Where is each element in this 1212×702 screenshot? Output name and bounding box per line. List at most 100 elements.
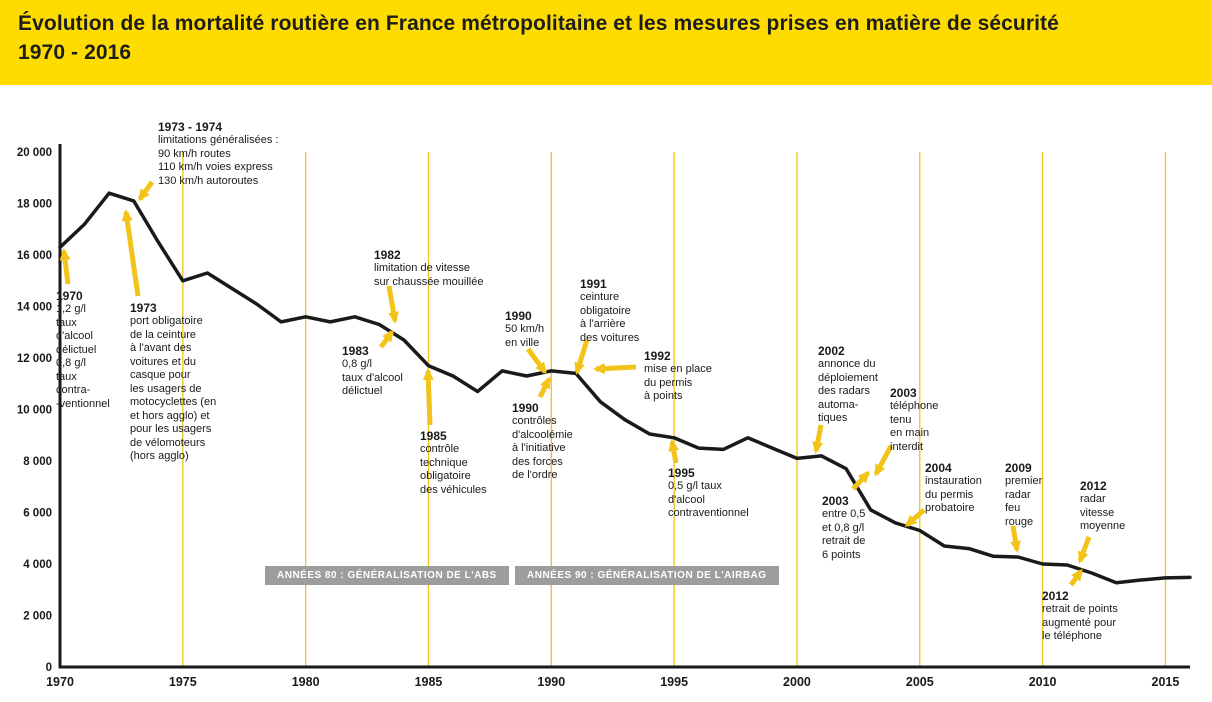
annotation-arrow bbox=[1010, 525, 1021, 553]
y-tick-label: 18 000 bbox=[17, 199, 52, 211]
era-badge: ANNÉES 80 : GÉNÉRALISATION DE L'ABS bbox=[265, 566, 509, 585]
annotation-arrow bbox=[873, 444, 894, 477]
event-description: 1,2 g/l taux d'alcool délictuel 0,8 g/l … bbox=[56, 303, 110, 410]
y-tick-label: 14 000 bbox=[17, 302, 52, 314]
y-tick-label: 12 000 bbox=[17, 353, 52, 365]
event-year: 1991 bbox=[580, 277, 607, 291]
annotation-arrow bbox=[137, 180, 155, 202]
event-annotation: 2004 instauration du permis probatoire bbox=[925, 461, 1010, 516]
annotation-arrow bbox=[525, 347, 548, 375]
event-description: 50 km/h en ville bbox=[505, 323, 545, 349]
title-banner: Évolution de la mortalité routière en Fr… bbox=[0, 0, 1212, 85]
annotation-arrow bbox=[593, 363, 637, 375]
event-annotation: 2009 premier radar feu rouge bbox=[1005, 461, 1065, 529]
x-tick-label: 2000 bbox=[783, 675, 811, 689]
event-annotation: 1990 contrôles d'alcoolémie à l'initiati… bbox=[512, 401, 602, 483]
event-description: premier radar feu rouge bbox=[1005, 475, 1043, 528]
event-year: 1990 bbox=[512, 401, 539, 415]
y-tick-label: 4 000 bbox=[23, 559, 52, 571]
event-year: 1982 bbox=[374, 248, 401, 262]
annotation-arrow bbox=[422, 368, 434, 426]
x-tick-label: 2005 bbox=[906, 675, 934, 689]
annotation-arrow bbox=[574, 339, 590, 375]
annotation-arrow bbox=[904, 508, 926, 527]
x-tick-label: 1970 bbox=[46, 675, 74, 689]
x-tick-label: 1985 bbox=[415, 675, 443, 689]
mortality-line-chart: 0 2 000 4 000 6 000 8 000 10 000 12 000 14 000 1… bbox=[0, 85, 1212, 702]
event-annotation: 1995 0,5 g/l taux d'alcool contravention… bbox=[668, 466, 773, 521]
event-description: mise en place du permis à points bbox=[644, 363, 712, 402]
event-description: annonce du déploiement des radars automa… bbox=[818, 358, 878, 424]
event-annotation: 2002 annonce du déploiement des radars a… bbox=[818, 344, 898, 426]
x-tick-label: 1980 bbox=[292, 675, 320, 689]
event-description: contrôles d'alcoolémie à l'initiative de… bbox=[512, 415, 573, 481]
event-annotation: 2003 entre 0,5 et 0,8 g/l retrait de 6 p… bbox=[822, 494, 892, 562]
x-tick-label: 2010 bbox=[1029, 675, 1057, 689]
event-description: ceinture obligatoire à l'arrière des voi… bbox=[580, 291, 640, 344]
y-tick-label: 2 000 bbox=[23, 611, 52, 623]
event-year: 1973 - 1974 bbox=[158, 120, 223, 134]
page-subtitle: 1970 - 2016 bbox=[18, 41, 132, 64]
event-annotation: 1991 ceinture obligatoire à l'arrière de… bbox=[580, 277, 660, 345]
x-tick-label: 2015 bbox=[1152, 675, 1180, 689]
event-year: 1995 bbox=[668, 466, 695, 480]
event-description: 0,5 g/l taux d'alcool contraventionnel bbox=[668, 480, 749, 519]
event-annotation: 1990 50 km/h en ville bbox=[505, 309, 565, 350]
event-year: 1983 bbox=[342, 344, 369, 358]
event-year: 1992 bbox=[644, 349, 671, 363]
annotation-arrow bbox=[1068, 568, 1084, 587]
event-year: 2003 bbox=[822, 494, 849, 508]
y-tick-label: 8 000 bbox=[23, 456, 52, 468]
event-year: 2003 bbox=[890, 386, 917, 400]
event-annotation: 1973 port obligatoire de la ceinture à l… bbox=[130, 301, 238, 464]
event-description: téléphone tenu en main interdit bbox=[890, 400, 939, 453]
y-tick-label: 20 000 bbox=[17, 147, 52, 159]
x-tick-label: 1990 bbox=[537, 675, 565, 689]
y-tick-label: 16 000 bbox=[17, 250, 52, 262]
event-annotation: 2012 retrait de points augmenté pour le … bbox=[1042, 589, 1152, 644]
event-description: limitations généralisées : 90 km/h route… bbox=[158, 134, 279, 187]
annotation-arrow bbox=[851, 470, 871, 491]
event-description: 0,8 g/l taux d'alcool délictuel bbox=[342, 358, 403, 397]
event-description: radar vitesse moyenne bbox=[1080, 493, 1126, 532]
y-tick-label: 6 000 bbox=[23, 508, 52, 520]
event-description: contrôle technique obligatoire des véhic… bbox=[420, 443, 487, 496]
event-annotation: 1983 0,8 g/l taux d'alcool délictuel bbox=[342, 344, 427, 399]
event-annotation: 1985 contrôle technique obligatoire des … bbox=[420, 429, 512, 497]
event-year: 2012 bbox=[1042, 589, 1069, 603]
event-annotation: 1970 1,2 g/l taux d'alcool délictuel 0,8… bbox=[56, 289, 128, 411]
event-year: 1990 bbox=[505, 309, 532, 323]
event-annotation: 2003 téléphone tenu en main interdit bbox=[890, 386, 960, 454]
page-title: Évolution de la mortalité routière en Fr… bbox=[18, 12, 1059, 35]
annotation-arrow bbox=[121, 209, 141, 297]
x-tick-label: 1975 bbox=[169, 675, 197, 689]
annotation-arrow bbox=[378, 329, 395, 349]
event-year: 2012 bbox=[1080, 479, 1107, 493]
event-year: 2002 bbox=[818, 344, 845, 358]
event-description: instauration du permis probatoire bbox=[925, 475, 982, 514]
event-annotation: 2012 radar vitesse moyenne bbox=[1080, 479, 1140, 534]
event-year: 1970 bbox=[56, 289, 83, 303]
event-year: 1985 bbox=[420, 429, 447, 443]
era-badge: ANNÉES 90 : GÉNÉRALISATION DE L'AIRBAG bbox=[515, 566, 779, 585]
event-year: 2009 bbox=[1005, 461, 1032, 475]
event-annotation: 1992 mise en place du permis à points bbox=[644, 349, 739, 404]
annotation-arrow bbox=[59, 248, 71, 285]
x-tick-label: 1995 bbox=[660, 675, 688, 689]
event-description: entre 0,5 et 0,8 g/l retrait de 6 points bbox=[822, 508, 866, 561]
event-year: 1973 bbox=[130, 301, 157, 315]
chart-canvas: 0 2 000 4 000 6 000 8 000 10 000 12 000 14 000 1… bbox=[17, 144, 1192, 689]
annotation-arrow bbox=[537, 376, 552, 399]
event-description: limitation de vitesse sur chaussée mouil… bbox=[374, 262, 484, 288]
annotation-arrow bbox=[812, 424, 824, 454]
event-description: retrait de points augmenté pour le télép… bbox=[1042, 603, 1118, 642]
annotation-arrow bbox=[668, 439, 680, 464]
mortality-series-line bbox=[58, 191, 1192, 585]
annotation-arrow bbox=[386, 285, 399, 324]
annotation-arrow bbox=[1077, 536, 1092, 564]
event-annotation: 1973 - 1974 limitations généralisées : 9… bbox=[158, 120, 303, 188]
event-year: 2004 bbox=[925, 461, 952, 475]
event-annotation: 1982 limitation de vitesse sur chaussée … bbox=[374, 248, 509, 289]
y-tick-label: 10 000 bbox=[17, 405, 52, 417]
